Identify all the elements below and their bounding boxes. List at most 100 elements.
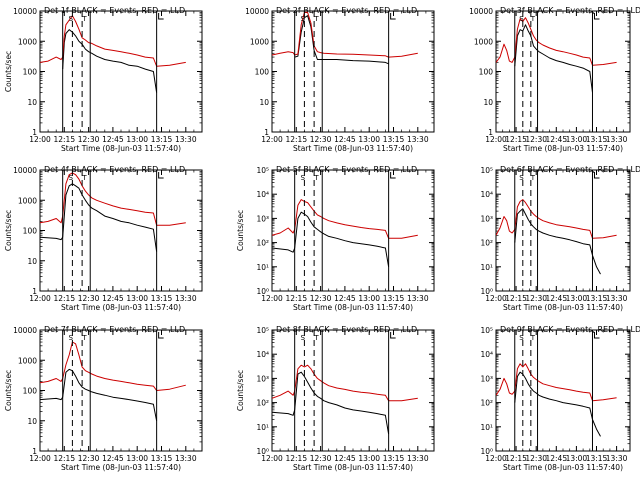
x-tick-label: 12:45 xyxy=(334,135,356,144)
x-tick-label: 13:00 xyxy=(126,294,148,303)
series-line-lld xyxy=(496,363,617,402)
x-axis-label: Start Time (08-Jun-03 11:57:40) xyxy=(503,463,623,472)
panel-title: Det 7f BLACK = Events, RED = LLD xyxy=(44,325,185,334)
y-tick-label: 1 xyxy=(488,128,493,137)
series-line-lld xyxy=(272,364,418,402)
interval-tag: T xyxy=(81,15,87,23)
y-tick-label: 10¹ xyxy=(480,263,493,272)
data-layer xyxy=(272,364,418,435)
series-line-lld xyxy=(496,17,617,66)
interval-tag: T xyxy=(313,334,319,342)
data-layer xyxy=(40,172,186,252)
y-tick-label: 100 xyxy=(479,68,494,77)
end-marker xyxy=(158,332,164,339)
series-line-events xyxy=(294,15,389,65)
x-tick-label: 12:30 xyxy=(78,294,100,303)
x-tick-label: 13:15 xyxy=(586,294,608,303)
interval-tag: S xyxy=(301,334,306,342)
y-tick-label: 1000 xyxy=(18,196,37,205)
y-tick-label: 10³ xyxy=(480,214,493,223)
panel-title: Det 3f BLACK = Events, RED = LLD xyxy=(500,6,640,15)
panel-title: Det 1f BLACK = Events, RED = LLD xyxy=(44,6,185,15)
series-line-events xyxy=(40,368,158,421)
panel-title: Det 8f BLACK = Events, RED = LLD xyxy=(276,325,417,334)
x-axis-label: Start Time (08-Jun-03 11:57:40) xyxy=(293,463,413,472)
x-tick-label: 13:30 xyxy=(175,294,197,303)
series-line-lld xyxy=(496,199,617,239)
x-tick-label: 13:15 xyxy=(586,135,608,144)
y-tick-label: 100 xyxy=(23,68,38,77)
x-tick-label: 13:30 xyxy=(175,135,197,144)
x-tick-label: 13:00 xyxy=(566,454,588,463)
end-marker xyxy=(158,13,164,20)
y-tick-label: 10⁵ xyxy=(480,166,493,175)
x-tick-label: 12:00 xyxy=(485,454,507,463)
y-axis-label: Counts/sec xyxy=(4,51,13,92)
panel-7: 1 10 100 1000 10000 12:00 12:15 12:30 12:45 13:00… xyxy=(4,325,203,472)
x-tick-label: 12:00 xyxy=(485,135,507,144)
y-tick-label: 1000 xyxy=(474,37,493,46)
x-tick-label: 12:30 xyxy=(525,135,547,144)
x-tick-label: 13:15 xyxy=(151,135,173,144)
x-tick-label: 12:30 xyxy=(525,294,547,303)
x-tick-label: 12:30 xyxy=(525,454,547,463)
x-tick-label: 12:15 xyxy=(53,135,75,144)
y-tick-label: 10² xyxy=(480,399,493,408)
x-axis-label: Start Time (08-Jun-03 11:57:40) xyxy=(61,463,181,472)
x-tick-label: 13:15 xyxy=(383,454,405,463)
plot-frame xyxy=(271,10,435,133)
x-tick-label: 13:30 xyxy=(606,294,628,303)
y-tick-label: 10⁴ xyxy=(480,190,493,199)
end-marker xyxy=(593,332,600,339)
data-layer xyxy=(272,11,418,65)
end-marker xyxy=(158,172,164,179)
y-tick-label: 10⁴ xyxy=(256,190,269,199)
x-tick-label: 12:15 xyxy=(53,294,75,303)
interval-tag: T xyxy=(530,15,536,23)
x-tick-label: 13:15 xyxy=(151,294,173,303)
x-tick-label: 13:15 xyxy=(151,454,173,463)
x-tick-label: 13:30 xyxy=(407,294,429,303)
y-tick-label: 10⁰ xyxy=(480,287,493,296)
data-layer xyxy=(496,363,617,437)
series-line-events xyxy=(514,24,593,93)
x-tick-label: 12:30 xyxy=(310,135,332,144)
interval-tag: S xyxy=(301,174,306,182)
plot-frame xyxy=(39,169,203,292)
y-tick-label: 10⁵ xyxy=(480,326,493,335)
data-layer xyxy=(272,199,418,267)
series-line-events xyxy=(40,183,158,252)
panel-6: 10⁰10¹10²10³10⁴10⁵12:0012:1512:3012:4513… xyxy=(480,165,640,312)
panel-3: 1 10 100 1000 10000 12:0012:1512:3012:4513:00… xyxy=(469,6,640,153)
series-line-lld xyxy=(40,15,186,67)
x-tick-label: 12:30 xyxy=(78,135,100,144)
interval-tag: T xyxy=(530,174,536,182)
y-tick-label: 10² xyxy=(256,399,269,408)
y-axis-label: Counts/sec xyxy=(4,370,13,411)
x-tick-label: 13:30 xyxy=(606,135,628,144)
x-tick-label: 13:30 xyxy=(606,454,628,463)
y-tick-label: 1000 xyxy=(18,37,37,46)
panel-title: Det 4f BLACK = Events, RED = LLD xyxy=(44,165,185,174)
x-tick-label: 12:15 xyxy=(285,294,307,303)
x-tick-label: 12:15 xyxy=(505,454,527,463)
panel-title: Det 6f BLACK = Events, RED = LLD xyxy=(500,165,640,174)
plot-frame xyxy=(39,329,203,452)
y-tick-label: 10000 xyxy=(13,326,37,335)
x-axis-label: Start Time (08-Jun-03 11:57:40) xyxy=(61,144,181,153)
x-tick-label: 12:45 xyxy=(102,135,124,144)
y-tick-label: 1000 xyxy=(18,356,37,365)
y-tick-label: 10³ xyxy=(256,374,269,383)
x-tick-label: 13:30 xyxy=(407,454,429,463)
y-tick-label: 10⁰ xyxy=(256,447,269,456)
interval-tag: S xyxy=(301,15,306,23)
y-tick-label: 10¹ xyxy=(480,423,493,432)
interval-tag: T xyxy=(81,334,87,342)
y-tick-label: 10000 xyxy=(13,7,37,16)
x-tick-label: 12:15 xyxy=(285,135,307,144)
x-tick-label: 12:15 xyxy=(53,454,75,463)
y-tick-label: 1 xyxy=(32,287,37,296)
